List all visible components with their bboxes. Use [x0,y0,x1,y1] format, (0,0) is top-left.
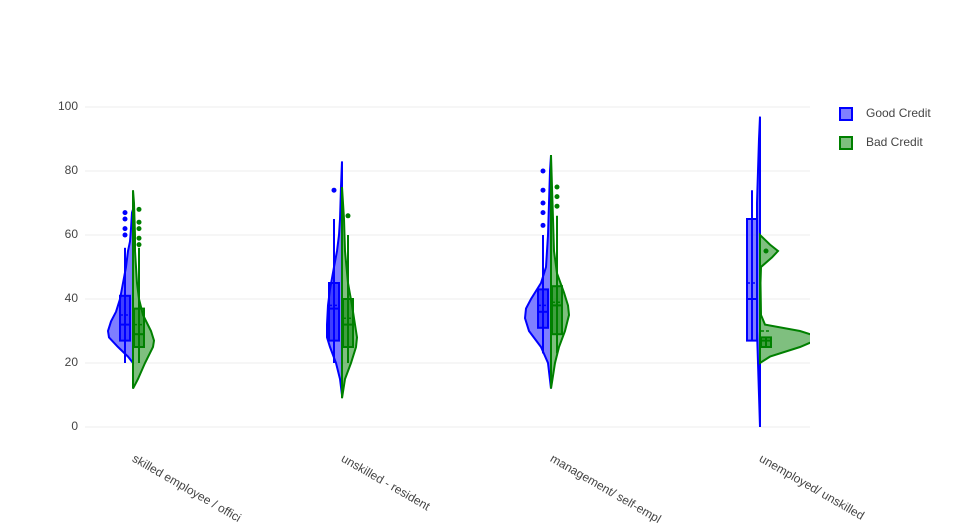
outlier [122,216,128,222]
grid [85,106,810,428]
outlier [136,235,142,241]
box [342,298,354,348]
violin [132,190,156,390]
outlier [554,203,560,209]
outlier [136,206,142,212]
y-tick-label: 0 [71,419,78,433]
outlier [136,242,142,248]
x-tick-label: unskilled - resident [339,451,433,513]
outlier [540,200,546,206]
x-tick-label: management/ self-empl [548,451,664,525]
outlier [136,219,142,225]
box [537,288,549,329]
y-tick-label: 80 [65,163,79,177]
legend-swatch [839,107,853,121]
plot-area [106,116,810,428]
legend-swatch [839,136,853,150]
outlier [554,184,560,190]
y-tick-label: 40 [65,291,79,305]
box [328,282,340,342]
x-tick-label: skilled employee / offici [130,451,244,525]
legend-label: Bad Credit [866,135,923,149]
y-tick-label: 100 [58,99,78,113]
y-tick-label: 20 [65,355,79,369]
outlier [122,210,128,216]
violin [341,186,359,399]
violin [759,232,810,365]
box [760,336,772,348]
outlier [763,248,769,254]
outlier [331,187,337,193]
outlier [540,168,546,174]
outlier [540,210,546,216]
outlier [540,222,546,228]
outlier [122,232,128,238]
legend-item: Bad Credit [839,135,923,150]
x-tick-label: unemployed/ unskilled [757,451,867,522]
box [746,218,758,342]
outlier [136,226,142,232]
box [133,307,145,349]
outlier [345,213,351,219]
legend-label: Good Credit [866,106,931,120]
y-tick-label: 60 [65,227,79,241]
box [119,294,131,342]
outlier [540,187,546,193]
outlier [554,194,560,200]
box [551,285,563,336]
violin [523,154,552,389]
outlier [122,226,128,232]
legend-item: Good Credit [839,106,931,121]
axes: 0 20 40 60 80 100 skilled employee / offici uns… [58,99,867,525]
violin [550,154,571,389]
